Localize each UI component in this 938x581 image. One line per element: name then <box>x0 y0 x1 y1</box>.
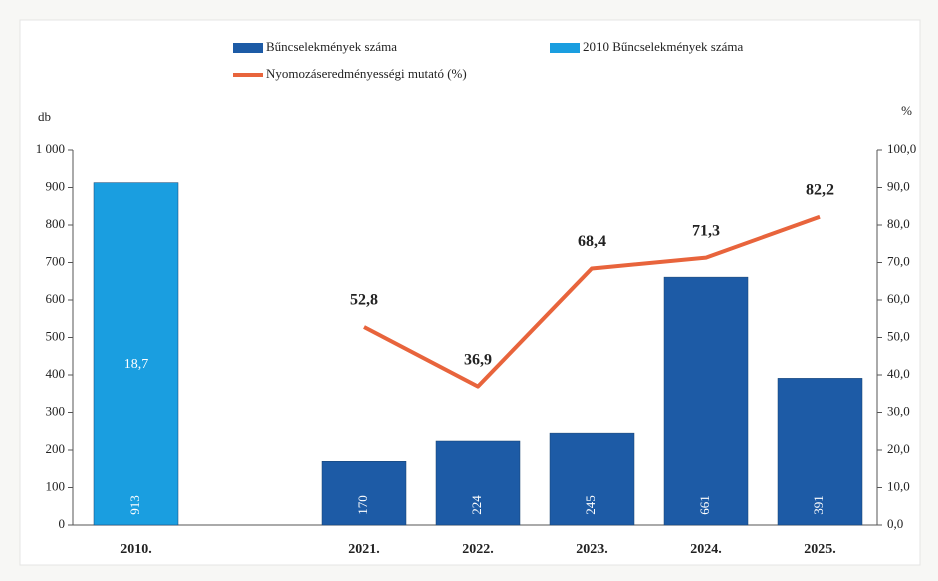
x-tick-label: 2010. <box>120 542 152 557</box>
y-tick-label: 0 <box>59 516 66 531</box>
y2-tick-label: 80,0 <box>887 216 910 231</box>
line-value-label: 52,8 <box>350 292 378 309</box>
bar-value-label: 224 <box>469 495 484 515</box>
y-tick-label: 300 <box>46 403 66 418</box>
legend-swatch <box>550 43 580 53</box>
line-value-label: 71,3 <box>692 222 720 239</box>
y-tick-label: 1 000 <box>36 141 65 156</box>
y2-tick-label: 90,0 <box>887 178 910 193</box>
x-tick-label: 2025. <box>804 542 836 557</box>
legend-label: Nyomozáseredményességi mutató (%) <box>266 66 467 81</box>
y2-tick-label: 30,0 <box>887 403 910 418</box>
y2-tick-label: 20,0 <box>887 441 910 456</box>
y2-tick-label: 50,0 <box>887 328 910 343</box>
legend-swatch <box>233 43 263 53</box>
bar-value-label: 661 <box>697 495 712 515</box>
y-tick-label: 900 <box>46 178 66 193</box>
line-value-label: 36,9 <box>464 351 492 368</box>
y2-tick-label: 70,0 <box>887 253 910 268</box>
bar <box>663 276 749 526</box>
y-axis-label: db <box>38 109 51 124</box>
x-tick-label: 2023. <box>576 542 608 557</box>
y2-axis-label: % <box>901 103 912 118</box>
x-tick-label: 2024. <box>690 542 722 557</box>
legend-label: Bűncselekmények száma <box>266 39 397 54</box>
y-tick-label: 800 <box>46 216 66 231</box>
legend-label: 2010 Bűncselekmények száma <box>583 39 744 54</box>
x-tick-label: 2022. <box>462 542 494 557</box>
y-tick-label: 200 <box>46 441 66 456</box>
y-tick-label: 400 <box>46 366 66 381</box>
bar-value-label: 913 <box>127 495 142 515</box>
bar-value-label: 391 <box>811 495 826 515</box>
y-tick-label: 100 <box>46 478 66 493</box>
y2-tick-label: 0,0 <box>887 516 903 531</box>
line-value-label: 82,2 <box>806 181 834 198</box>
bar <box>93 182 179 526</box>
bar-value-label: 170 <box>355 495 370 515</box>
line-value-label: 68,4 <box>578 233 606 250</box>
x-tick-label: 2021. <box>348 542 380 557</box>
bar <box>321 461 407 526</box>
y2-tick-label: 100,0 <box>887 141 916 156</box>
bar <box>435 440 521 526</box>
y-tick-label: 600 <box>46 291 66 306</box>
bar-value-label: 245 <box>583 495 598 515</box>
y2-tick-label: 60,0 <box>887 291 910 306</box>
bar <box>549 432 635 526</box>
bar <box>777 378 863 526</box>
y-tick-label: 500 <box>46 328 66 343</box>
y-tick-label: 700 <box>46 253 66 268</box>
y2-tick-label: 10,0 <box>887 478 910 493</box>
y2-tick-label: 40,0 <box>887 366 910 381</box>
line-value-label: 18,7 <box>124 357 149 372</box>
line <box>363 214 821 389</box>
